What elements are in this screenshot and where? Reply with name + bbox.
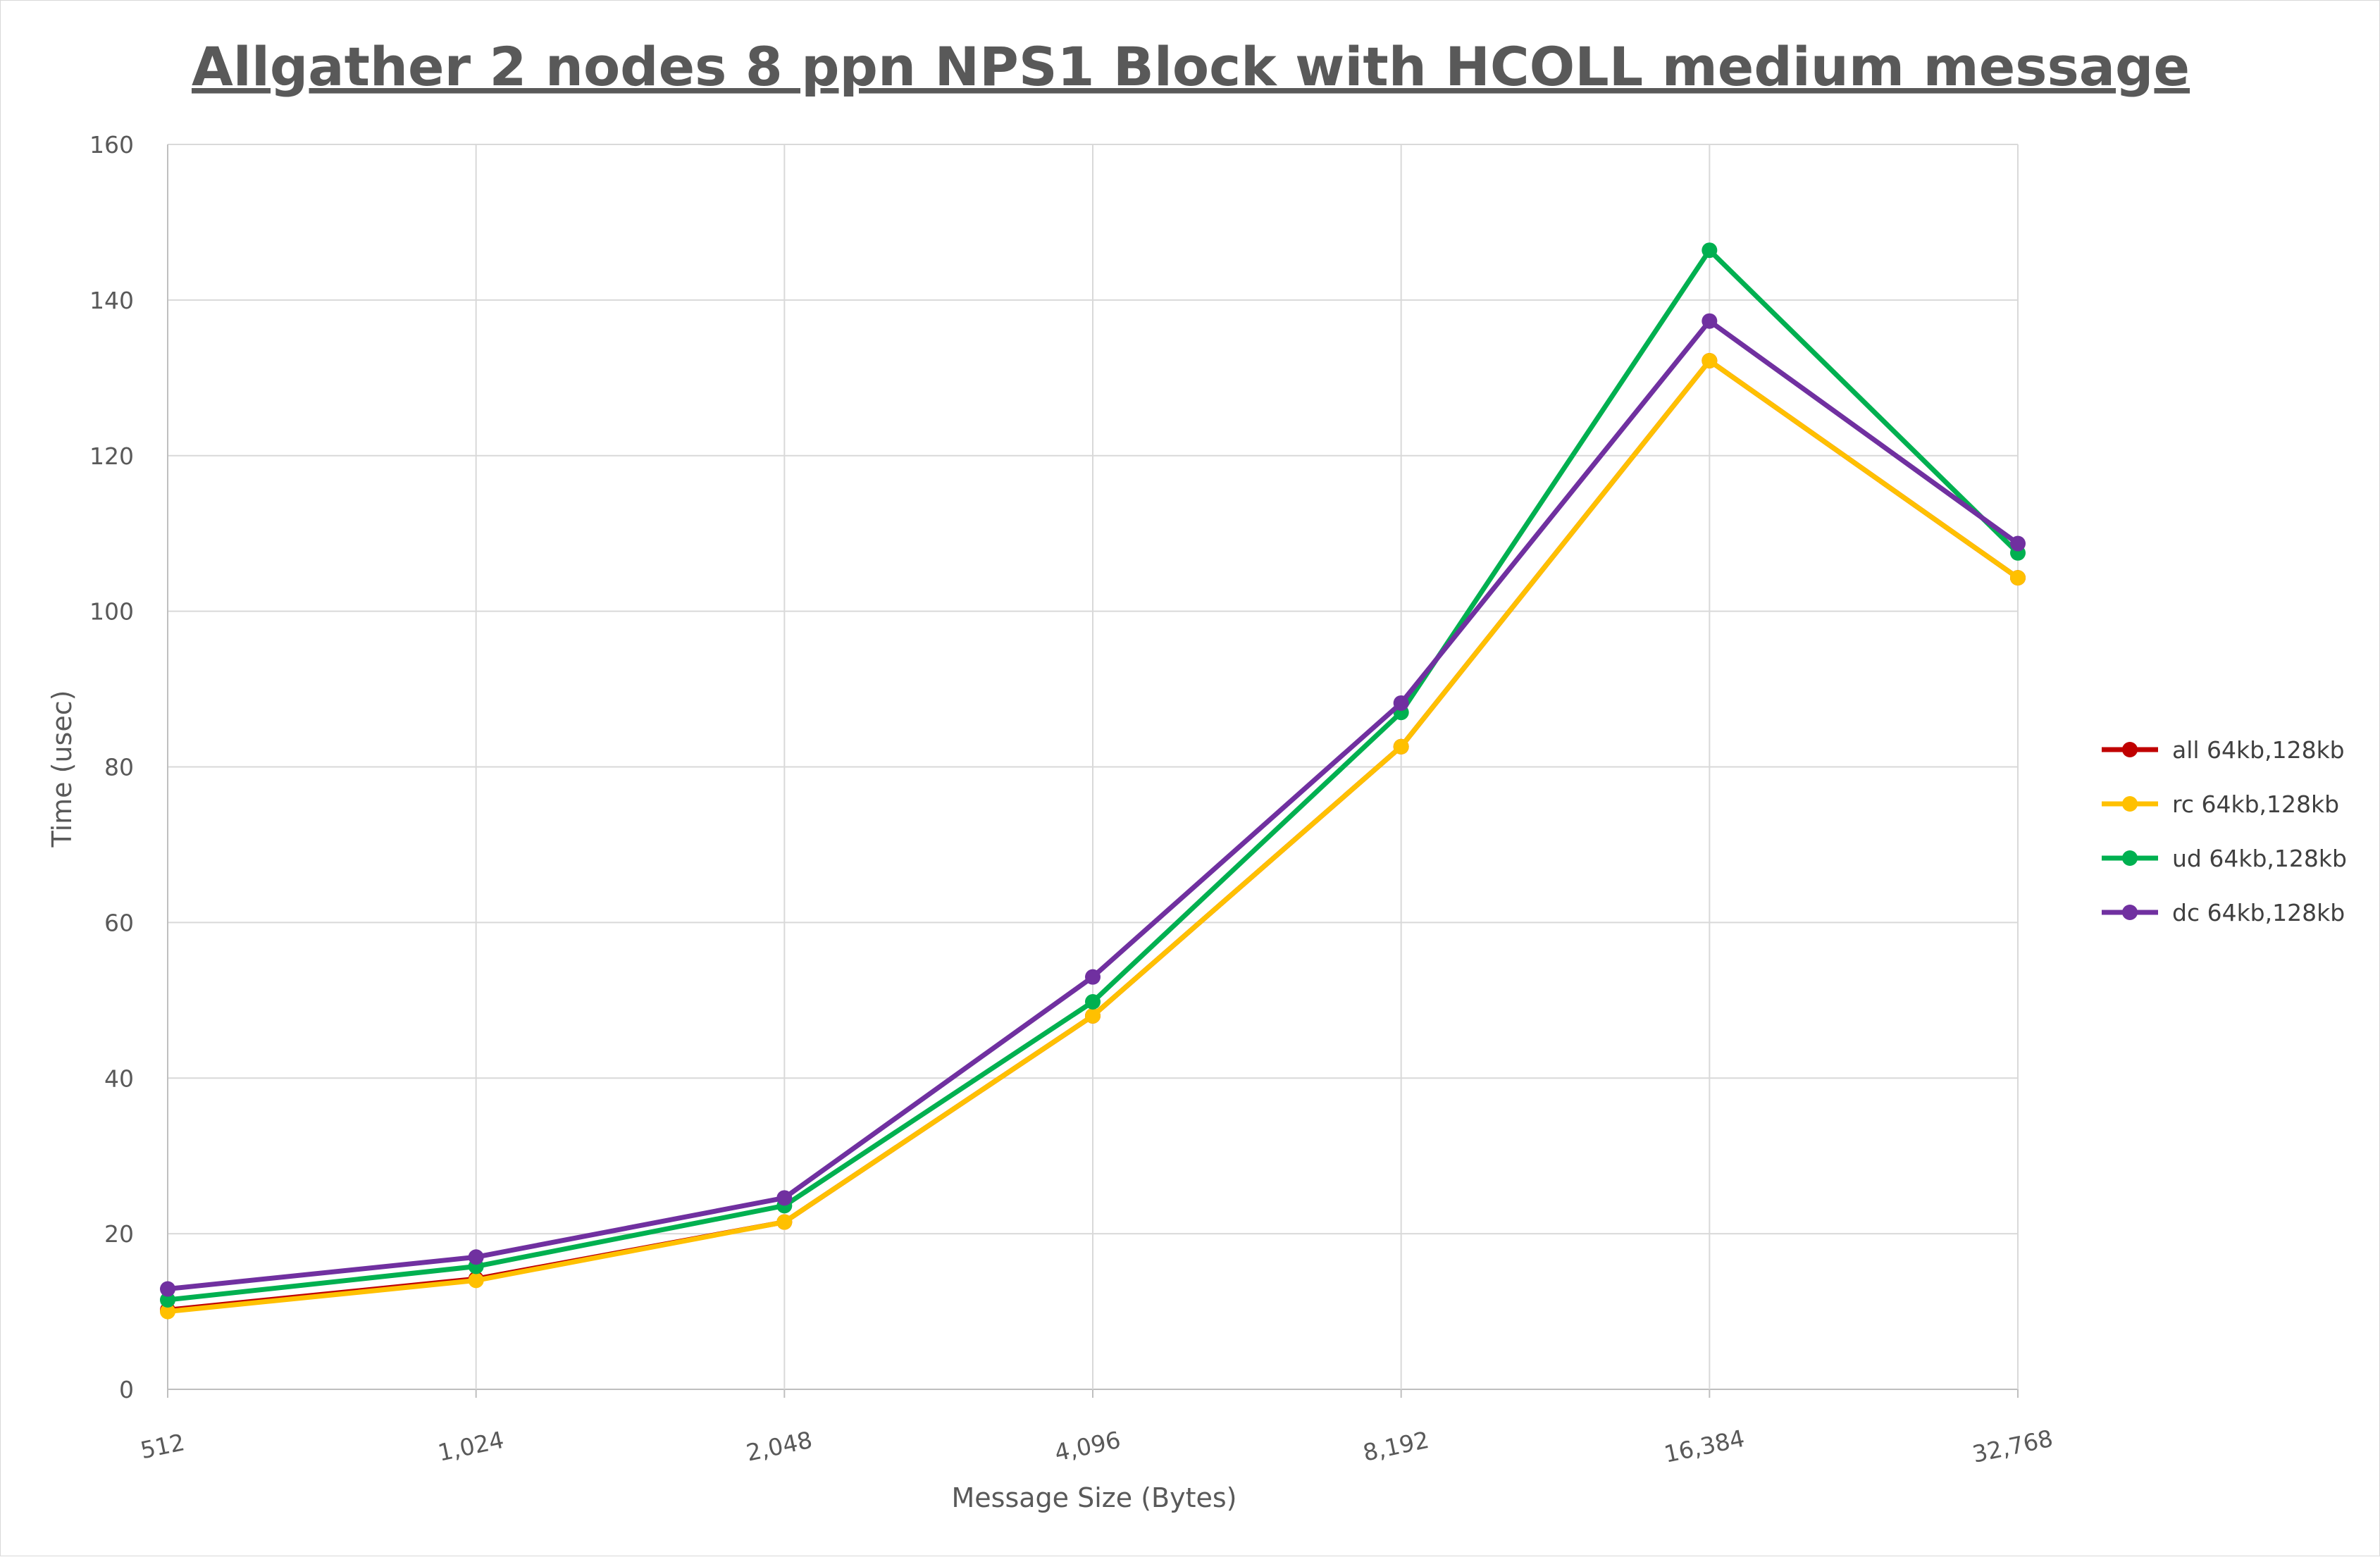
data-point [1702, 313, 1718, 329]
data-point [1085, 1007, 1101, 1024]
x-tick-label: 4,096 [1052, 1426, 1123, 1467]
legend-label: rc 64kb,128kb [2172, 790, 2339, 818]
legend-marker [2122, 905, 2138, 920]
data-point [468, 1249, 484, 1265]
y-axis-title: Time (usec) [47, 690, 78, 848]
data-point [468, 1272, 484, 1289]
legend-item: dc 64kb,128kb [2102, 899, 2345, 926]
series-1 [160, 353, 2026, 1320]
x-tick-label: 8,192 [1361, 1426, 1432, 1467]
x-tick-label: 16,384 [1661, 1425, 1747, 1468]
x-tick-label: 512 [138, 1428, 187, 1464]
data-point [1702, 242, 1718, 259]
y-tick-label: 80 [104, 754, 134, 781]
x-axis-title: Message Size (Bytes) [952, 1482, 1237, 1513]
data-point [1702, 353, 1718, 369]
legend-item: all 64kb,128kb [2102, 736, 2345, 764]
data-point [160, 1281, 175, 1297]
legend-item: rc 64kb,128kb [2102, 790, 2339, 818]
data-point [2010, 535, 2026, 552]
legend-label: dc 64kb,128kb [2172, 899, 2345, 926]
data-point [776, 1214, 793, 1230]
x-tick-label: 2,048 [744, 1426, 815, 1467]
y-tick-label: 160 [89, 131, 134, 159]
y-tick-label: 20 [104, 1220, 134, 1248]
data-point [1393, 695, 1409, 711]
data-point [1085, 969, 1101, 985]
series-3 [160, 313, 2026, 1297]
y-tick-label: 60 [104, 909, 134, 936]
legend-label: all 64kb,128kb [2172, 736, 2345, 764]
x-tick-label: 32,768 [1970, 1425, 2055, 1468]
chart-title: Allgather 2 nodes 8 ppn NPS1 Block with … [192, 35, 2190, 98]
data-point [2010, 570, 2026, 586]
legend-marker [2122, 850, 2138, 866]
legend-marker [2122, 796, 2138, 812]
y-tick-label: 100 [89, 598, 134, 626]
y-tick-label: 40 [104, 1065, 134, 1092]
data-point [160, 1291, 175, 1308]
legend: all 64kb,128kb rc 64kb,128kb ud 64kb,128kb… [2102, 736, 2347, 926]
series-layer [160, 242, 2026, 1320]
data-point [1085, 994, 1101, 1010]
legend-label: ud 64kb,128kb [2172, 845, 2347, 872]
grid-layer [167, 144, 2019, 1390]
data-point [776, 1190, 793, 1206]
legend-item: ud 64kb,128kb [2102, 845, 2347, 872]
x-tick-label: 1,024 [435, 1426, 507, 1467]
y-tick-label: 120 [89, 442, 134, 470]
data-point [160, 1303, 175, 1320]
data-point [1393, 738, 1409, 755]
y-tick-label: 140 [89, 287, 134, 314]
y-tick-label: 0 [119, 1376, 134, 1403]
legend-marker [2122, 742, 2138, 757]
